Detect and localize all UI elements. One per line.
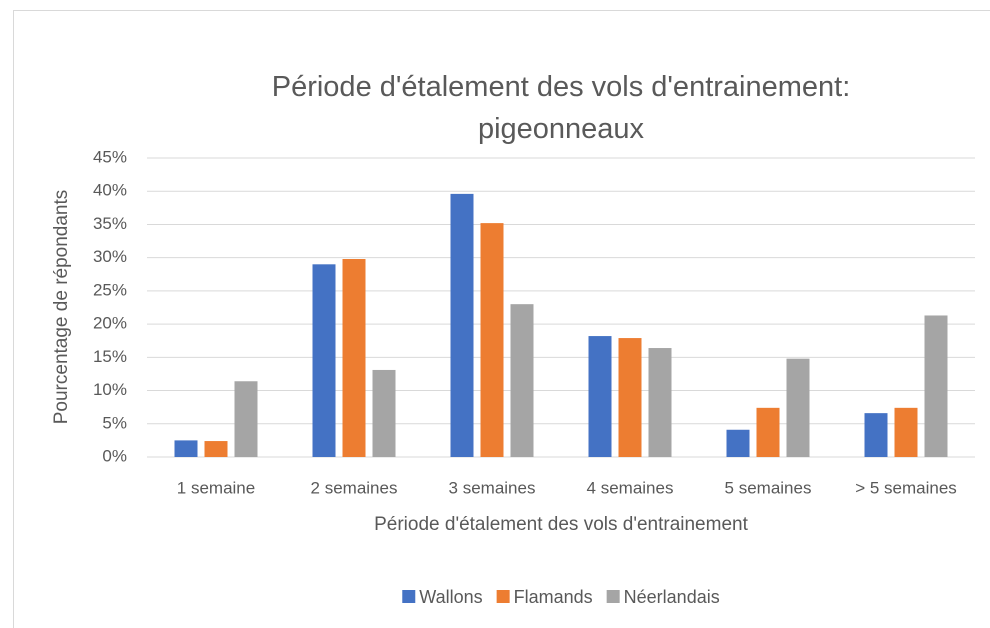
bar: [510, 304, 534, 457]
y-tick-label: 45%: [93, 147, 127, 166]
bar: [726, 429, 750, 457]
bar: [894, 407, 918, 457]
bar: [756, 407, 780, 457]
legend-label: Néerlandais: [624, 587, 720, 607]
y-tick-label: 40%: [93, 181, 127, 200]
x-tick-label: 4 semaines: [587, 478, 674, 497]
y-axis-label: Pourcentage de répondants: [51, 190, 72, 425]
x-tick-label: > 5 semaines: [855, 478, 957, 497]
bar: [588, 336, 612, 457]
y-tick-label: 30%: [93, 247, 127, 266]
bar: [648, 348, 672, 457]
bar: [342, 258, 366, 457]
legend-swatch: [402, 590, 416, 603]
bar: [924, 315, 948, 457]
x-tick-label: 2 semaines: [311, 478, 398, 497]
y-tick-label: 15%: [93, 347, 127, 366]
y-tick-label: 10%: [93, 380, 127, 399]
bar: [450, 193, 474, 457]
chart-title: Période d'étalement des vols d'entrainem…: [271, 71, 851, 145]
bar: [618, 338, 642, 457]
legend-swatch: [496, 590, 510, 603]
y-tick-label: 35%: [93, 214, 127, 233]
bar: [864, 413, 888, 457]
bar: [312, 264, 336, 457]
legend-label: Flamands: [514, 587, 593, 607]
bar: [786, 358, 810, 457]
y-tick-label: 25%: [93, 280, 127, 299]
x-tick-label: 1 semaine: [177, 478, 255, 497]
bar: [372, 369, 396, 457]
x-tick-label: 3 semaines: [449, 478, 536, 497]
bar: [174, 440, 198, 457]
bar: [480, 223, 504, 457]
legend-label: Wallons: [419, 587, 482, 607]
x-tick-label: 5 semaines: [725, 478, 812, 497]
y-tick-label: 5%: [102, 413, 127, 432]
legend-swatch: [606, 590, 620, 603]
x-axis-label: Période d'étalement des vols d'entrainem…: [374, 514, 748, 535]
bar: [234, 381, 258, 457]
bar: [204, 441, 228, 457]
y-tick-label: 20%: [93, 314, 127, 333]
y-tick-label: 0%: [102, 446, 127, 465]
